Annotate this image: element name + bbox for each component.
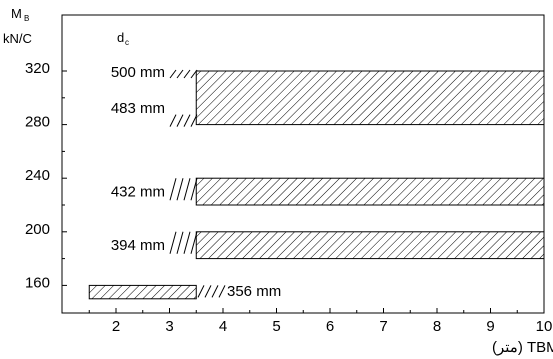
y-axis-title: M bbox=[11, 6, 22, 21]
ticks-layer: 2 3 4 5 6 7 8 9 10 160 200 240 280 320 bbox=[25, 60, 552, 335]
x-tick-label: 2 bbox=[112, 318, 120, 335]
series-header-subscript: c bbox=[125, 38, 129, 47]
series-header: d bbox=[117, 30, 124, 45]
x-tick-label: 4 bbox=[219, 318, 227, 335]
y-tick-label: 200 bbox=[25, 221, 50, 238]
y-tick-label: 160 bbox=[25, 274, 50, 291]
band-label: 432 mm bbox=[111, 184, 165, 201]
y-tick-label: 240 bbox=[25, 167, 50, 184]
band-area bbox=[195, 70, 545, 126]
x-tick-label: 5 bbox=[272, 318, 280, 335]
y-axis-unit: kN/C bbox=[3, 31, 32, 46]
x-tick-label: 7 bbox=[379, 318, 387, 335]
band-label: 483 mm bbox=[111, 100, 165, 117]
bands-layer: 500 mm 483 mm 432 mm 394 mm 356 mm bbox=[88, 64, 545, 300]
y-tick-label: 320 bbox=[25, 60, 50, 77]
band-label: 500 mm bbox=[111, 64, 165, 81]
x-tick-label: 6 bbox=[326, 318, 334, 335]
y-axis-title-subscript: B bbox=[24, 14, 29, 23]
band-area bbox=[88, 284, 197, 300]
x-axis-title: قطر TBM (متر) bbox=[492, 339, 553, 356]
x-tick-label: 8 bbox=[433, 318, 441, 335]
band-stub bbox=[169, 114, 198, 127]
x-tick-label: 3 bbox=[165, 318, 173, 335]
band-area bbox=[195, 231, 545, 260]
plot-frame bbox=[61, 14, 545, 314]
band-label: 356 mm bbox=[227, 283, 281, 300]
band-label: 394 mm bbox=[111, 237, 165, 254]
y-tick-label: 280 bbox=[25, 114, 50, 131]
band-stub bbox=[169, 178, 198, 201]
x-tick-label: 10 bbox=[536, 318, 553, 335]
x-tick-label: 9 bbox=[486, 318, 494, 335]
band-area bbox=[195, 177, 545, 206]
band-stub bbox=[169, 69, 198, 79]
band-stub bbox=[197, 285, 226, 298]
band-stub bbox=[169, 231, 198, 254]
